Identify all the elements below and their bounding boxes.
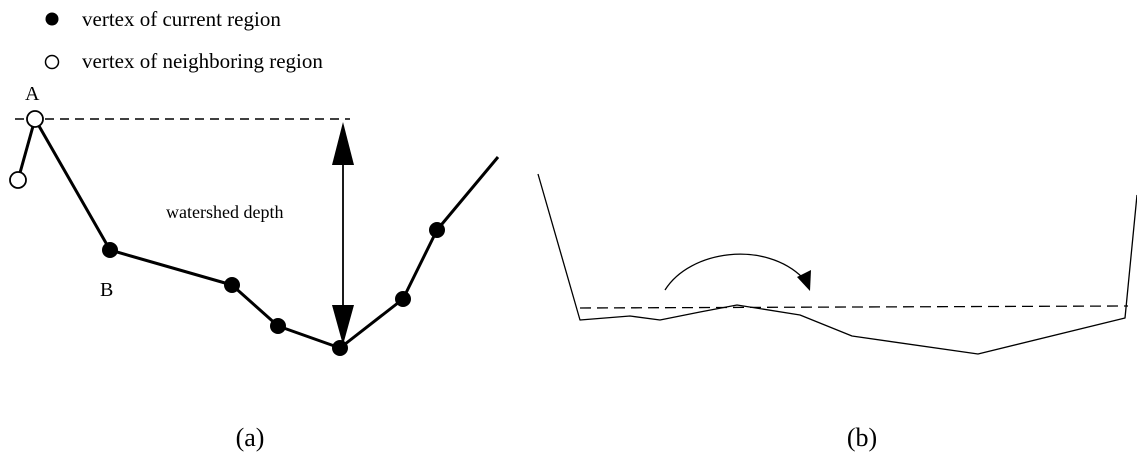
depth-arrow-down-head — [332, 305, 354, 345]
open-vertex-left — [9, 171, 27, 189]
panel-a-caption: (a) — [236, 423, 265, 452]
legend-filled-vertex-icon — [45, 12, 59, 26]
watershed-depth-label: watershed depth — [166, 202, 283, 222]
filled-vertex-bottom — [332, 340, 348, 356]
legend-filled-label: vertex of current region — [82, 7, 281, 31]
panel-a: A B watershed depth (a) — [9, 83, 500, 452]
filled-vertex — [429, 222, 445, 238]
open-vertex-a — [26, 110, 44, 128]
overflow-curved-arrow — [664, 253, 804, 291]
region-boundary-line — [16, 117, 500, 350]
panel-b: (b) — [537, 173, 1137, 452]
vertex-label-b: B — [100, 279, 113, 301]
water-level-dashed-line — [579, 305, 1129, 309]
legend: vertex of current region vertex of neigh… — [44, 7, 323, 73]
filled-vertex — [395, 291, 411, 307]
curved-arrow-head-icon — [797, 270, 811, 291]
depth-arrow-up-head — [332, 122, 354, 165]
legend-open-label: vertex of neighboring region — [82, 49, 323, 73]
legend-open-vertex-icon — [44, 54, 60, 70]
filled-vertex-b — [102, 242, 118, 258]
filled-vertex — [224, 277, 240, 293]
basin-profile-line — [537, 173, 1137, 355]
filled-vertex — [270, 318, 286, 334]
vertex-label-a: A — [25, 83, 40, 105]
panel-b-caption: (b) — [847, 423, 877, 452]
